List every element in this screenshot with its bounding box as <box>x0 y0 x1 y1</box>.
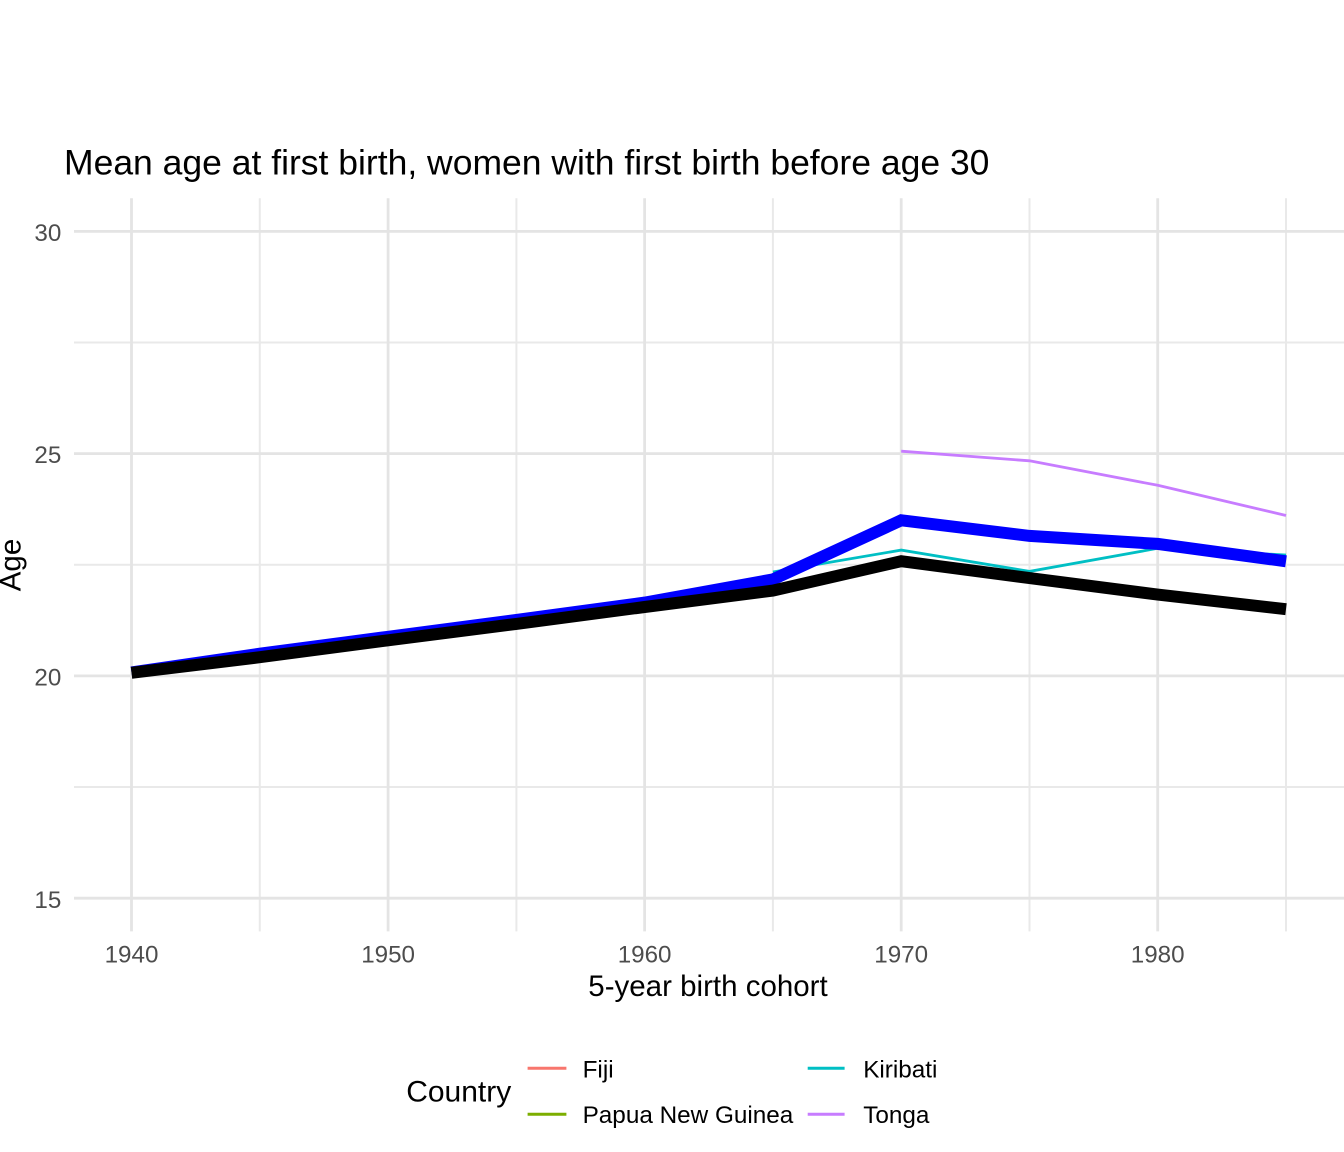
svg-text:Fiji: Fiji <box>583 1057 614 1084</box>
svg-text:Kiribati: Kiribati <box>863 1057 937 1084</box>
svg-text:20: 20 <box>34 665 61 692</box>
svg-text:30: 30 <box>34 220 61 247</box>
svg-text:1950: 1950 <box>361 941 415 968</box>
svg-text:1980: 1980 <box>1131 941 1185 968</box>
svg-text:25: 25 <box>34 442 61 469</box>
svg-text:Mean age at first birth, women: Mean age at first birth, women with firs… <box>64 142 989 182</box>
svg-text:Age: Age <box>0 539 28 592</box>
svg-text:1960: 1960 <box>618 941 672 968</box>
svg-text:Tonga: Tonga <box>863 1102 930 1129</box>
svg-text:Papua New Guinea: Papua New Guinea <box>583 1102 794 1129</box>
svg-text:15: 15 <box>34 887 61 914</box>
svg-text:1970: 1970 <box>874 941 928 968</box>
svg-text:1940: 1940 <box>105 941 159 968</box>
svg-text:Country: Country <box>406 1076 511 1109</box>
svg-text:5-year birth cohort: 5-year birth cohort <box>588 970 827 1003</box>
